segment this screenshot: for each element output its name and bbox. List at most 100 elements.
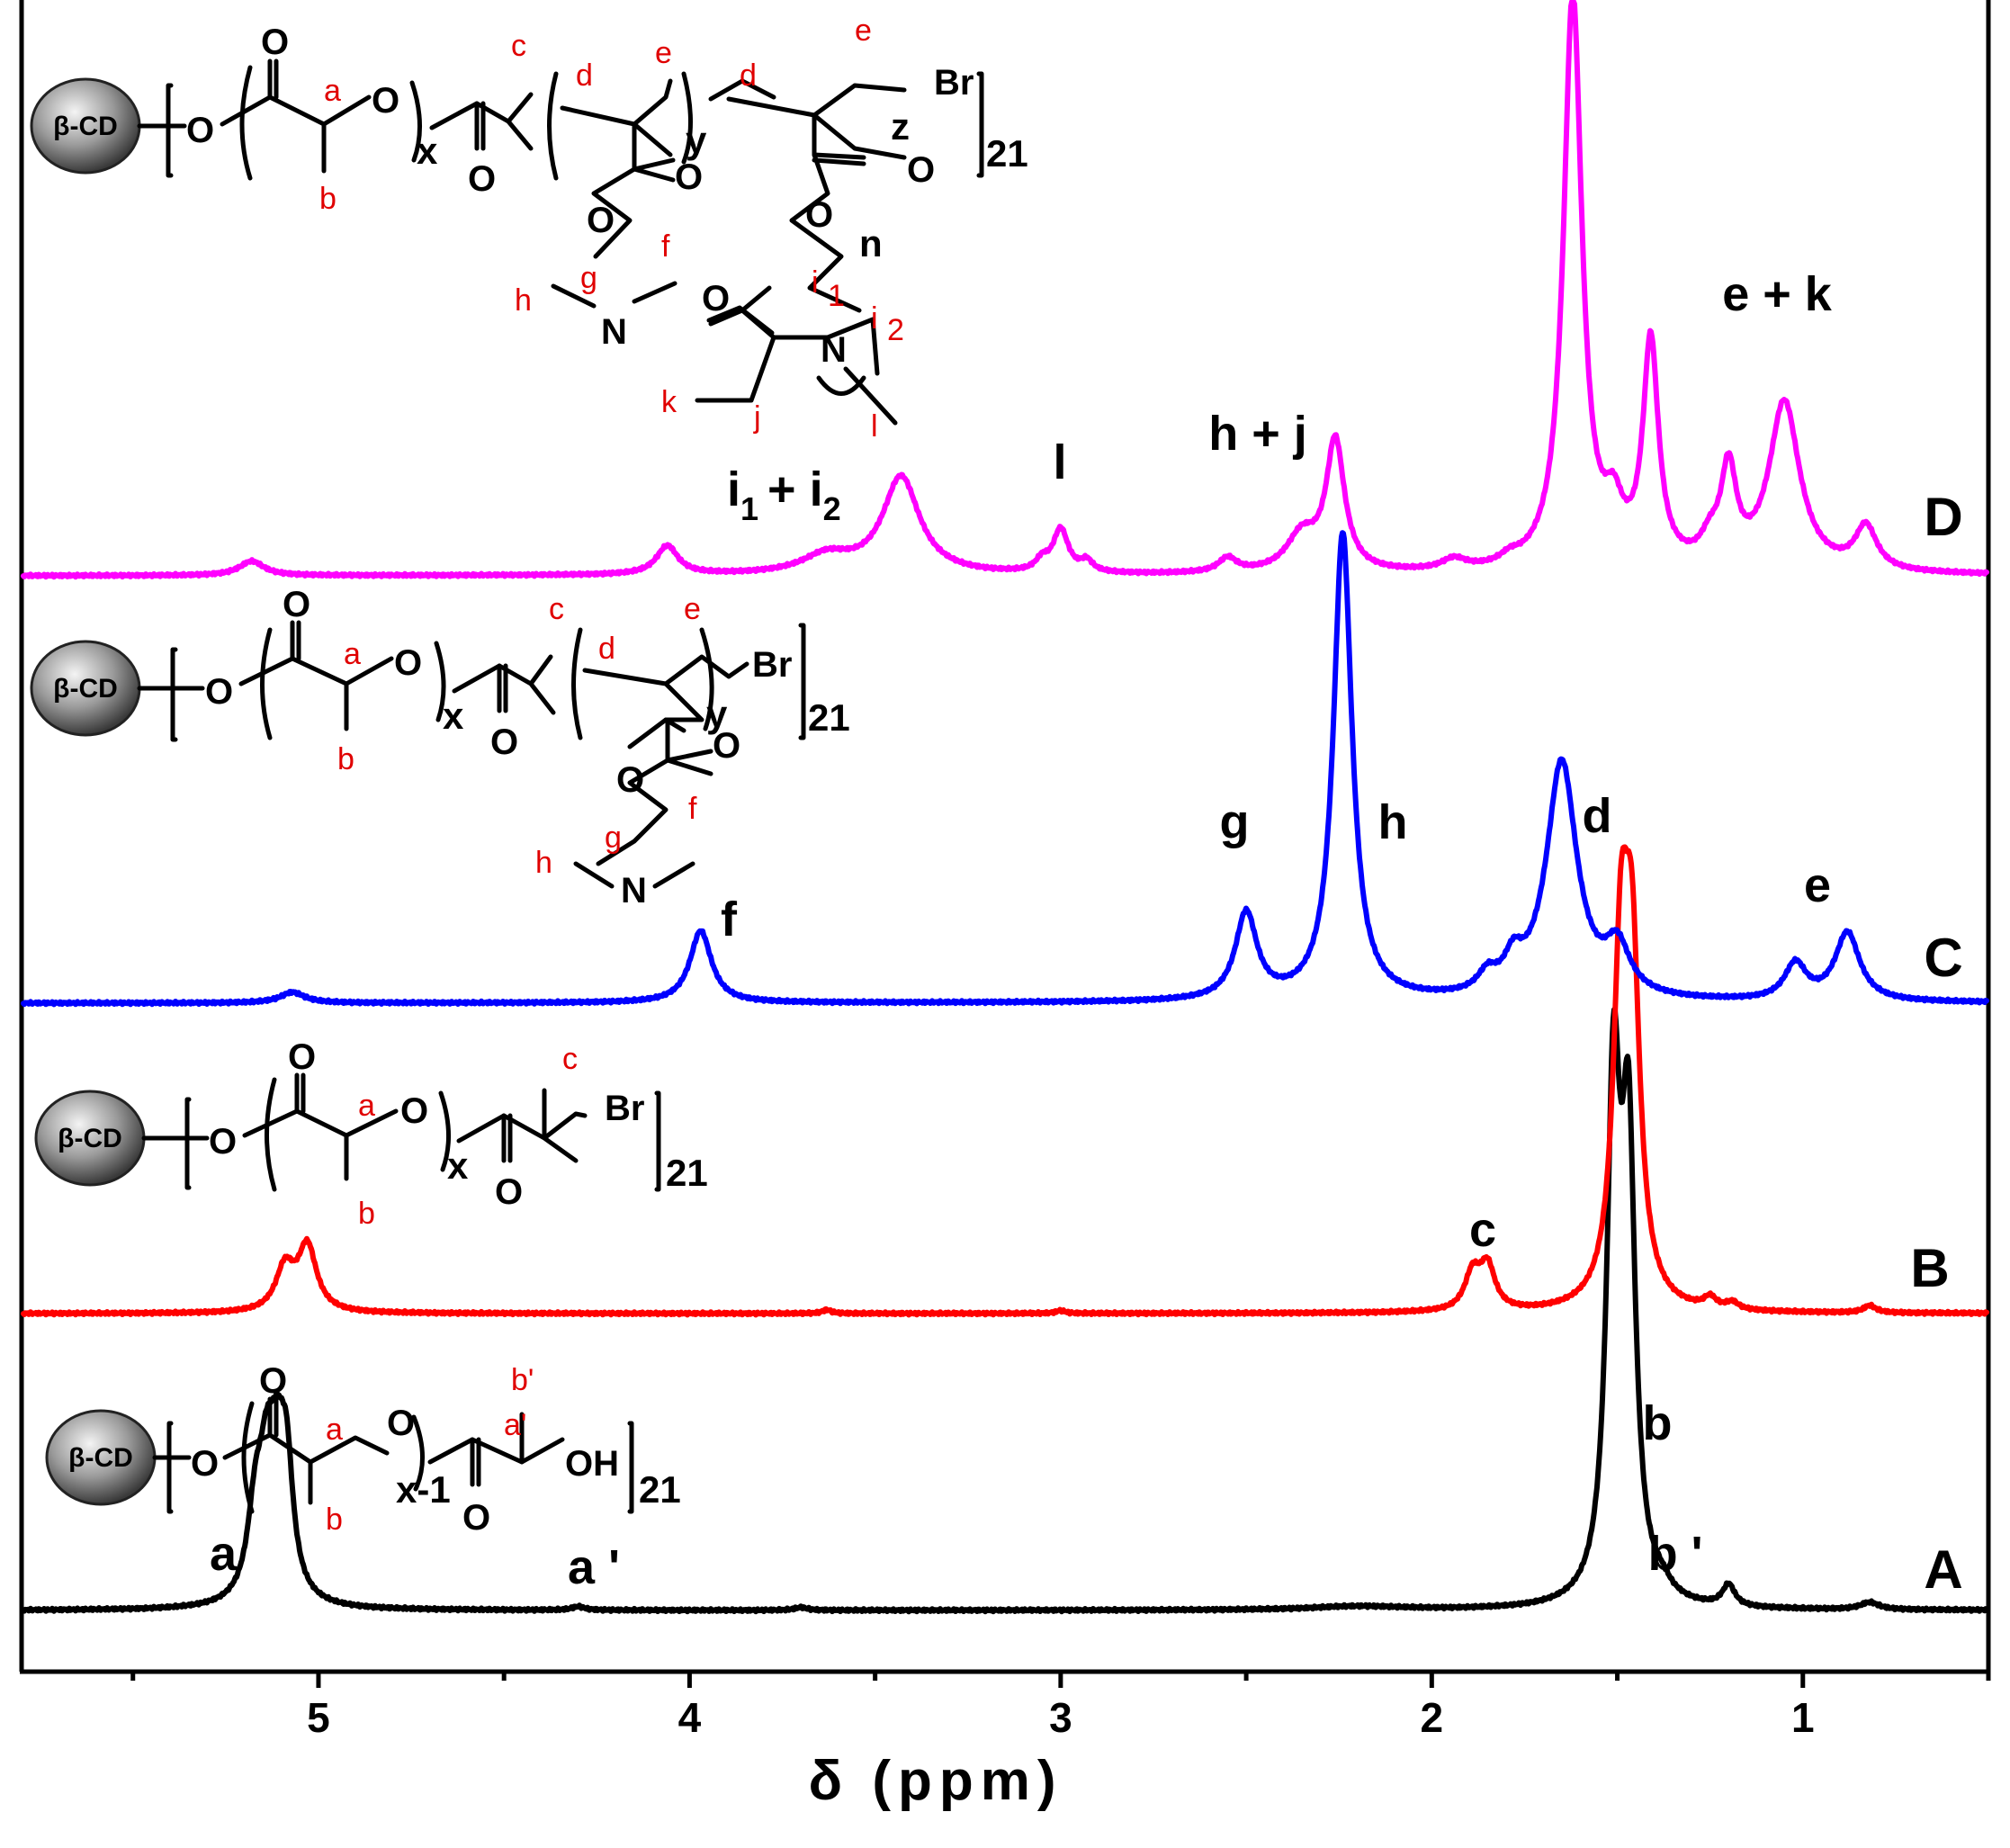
repeat-b: 21: [666, 1152, 708, 1194]
red-d-i2: i: [871, 301, 878, 336]
structure-d: β-CD O O O x O O O N y O O O N: [30, 13, 1028, 444]
end-br-b: Br: [605, 1089, 644, 1128]
red-d-f: f: [661, 229, 670, 264]
peak-label-a: a: [210, 1527, 238, 1581]
atom-o-b3: O: [400, 1091, 428, 1131]
sub-y-c: y: [706, 693, 728, 735]
end-br-d: Br: [934, 63, 974, 103]
atom-o-d8: O: [805, 195, 833, 235]
red-d-k: k: [661, 385, 677, 419]
atom-o-a3: O: [387, 1404, 415, 1443]
paren-b-r: [438, 1090, 451, 1172]
red-b-c: c: [562, 1042, 578, 1076]
x-tick-label: 2: [1421, 1694, 1444, 1741]
carbonyl-b: [294, 1072, 306, 1114]
backbone-c: [238, 656, 394, 686]
spectra-traces: [21, 0, 1989, 1615]
peak-label-e: e: [1804, 858, 1831, 912]
structure-b: β-CD O O O x O Br 21 a b c: [34, 1037, 708, 1231]
amine-d: [551, 281, 677, 309]
atom-o-d1: O: [186, 111, 214, 150]
sub-x-b: x: [447, 1144, 469, 1187]
red-d-h: h: [515, 283, 532, 318]
chain-d3: [560, 78, 673, 157]
red-d-l: l: [871, 409, 878, 444]
paren-d-l3: [708, 78, 776, 102]
x-tick-label: 5: [307, 1694, 330, 1741]
spectrum-trace-a: [21, 1007, 1989, 1615]
red-a-b: b: [326, 1503, 343, 1537]
carbonyl-b2: [501, 1113, 513, 1163]
paren-a-r: [411, 1414, 425, 1492]
red-c-h: h: [535, 846, 552, 880]
red-c-f: f: [688, 792, 697, 826]
red-c-a: a: [344, 637, 361, 671]
peak-label-g: g: [1220, 795, 1250, 849]
peak-label-h: h: [1378, 795, 1408, 849]
sub-x-1: x-1: [396, 1468, 451, 1511]
chain-c3: [582, 654, 749, 749]
paren-c-r2: [699, 627, 714, 731]
carbonyl-c2: [497, 663, 508, 713]
red-a-aprime: a': [504, 1408, 526, 1442]
paren-d-r: [409, 80, 422, 163]
atom-o-b4: O: [495, 1172, 523, 1212]
atom-o-a1: O: [191, 1444, 219, 1484]
spectrum-trace-b: [21, 844, 1989, 1318]
structure-c: β-CD O O O x O O O N Br y 21 a b c d e f…: [30, 585, 850, 911]
spectrum-label-c: C: [1924, 928, 1962, 988]
red-d-a: a: [324, 74, 341, 108]
red-d-i1: i: [812, 265, 819, 300]
red-a-bprime: b': [511, 1363, 534, 1397]
red-c-d: d: [598, 632, 615, 666]
sub-x-d: x: [417, 130, 438, 172]
bracket-close-c: [798, 623, 806, 740]
x-tick-label: 3: [1049, 1694, 1072, 1741]
carbonyl-a2: [470, 1437, 481, 1487]
bracket-close-d: [976, 71, 984, 178]
paren-a-l: [241, 1401, 255, 1514]
red-c-c: c: [549, 592, 564, 626]
atom-o-d5: O: [675, 157, 703, 197]
carbonyl-d: [267, 58, 279, 100]
acyl-d: [695, 335, 776, 403]
peak-label-a-prime: a ': [568, 1540, 620, 1594]
x-tick-label: 4: [678, 1694, 702, 1741]
peak-label-c: c: [1469, 1203, 1496, 1257]
repeat-a: 21: [639, 1468, 681, 1511]
atom-o-c4: O: [490, 722, 518, 762]
peak-label-l: l: [1053, 435, 1066, 489]
side-d1: [591, 121, 637, 259]
red-d-g: g: [580, 261, 597, 295]
atom-n-c: N: [621, 871, 647, 911]
ester-d1: [632, 157, 676, 183]
red-d-e1: e: [655, 36, 672, 70]
beta-cd-label-a: β-CD: [68, 1443, 133, 1473]
paren-c-l2: [571, 627, 583, 740]
side-c: [596, 717, 686, 866]
spectrum-label-d: D: [1924, 487, 1962, 547]
peak-label-b: b: [1643, 1396, 1673, 1450]
peak-label-f: f: [721, 893, 738, 946]
repeat-c: 21: [808, 696, 850, 739]
peak-label-i1-sub: 1: [740, 490, 758, 527]
atom-o-c3: O: [394, 643, 422, 683]
atom-o-d2: O: [261, 22, 289, 62]
peak-label-d: d: [1583, 789, 1612, 843]
chain-c2: [452, 654, 556, 715]
red-b-b: b: [358, 1197, 375, 1231]
backbone-a: [222, 1432, 390, 1465]
peak-label-i2-sub: 2: [823, 490, 841, 527]
bracket-open-a: [166, 1421, 174, 1514]
end-oh: OH: [565, 1444, 619, 1484]
red-c-b: b: [337, 742, 354, 776]
spectrum-label-a: A: [1924, 1539, 1962, 1600]
paren-b-l: [265, 1077, 277, 1192]
sub-y-d: y: [686, 119, 707, 161]
peak-label-i1-i: i: [727, 462, 740, 516]
sub-n-d: n: [859, 222, 883, 265]
atom-n-d1: N: [601, 312, 627, 352]
peak-label-plus-i: + i: [767, 462, 823, 516]
atom-o-a4: O: [462, 1498, 490, 1538]
